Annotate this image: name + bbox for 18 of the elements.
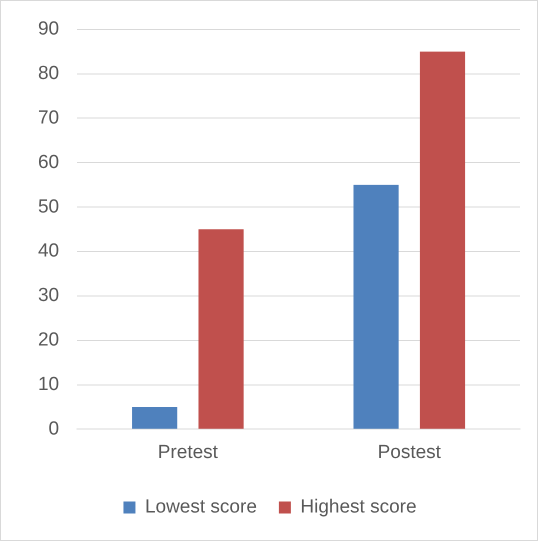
x-tick-label: Postest [378, 442, 442, 463]
y-tick-label: 50 [38, 196, 60, 218]
y-tick-label: 60 [38, 152, 60, 173]
bar [132, 406, 178, 429]
y-tick-label: 80 [38, 63, 60, 84]
y-tick-label: 20 [38, 330, 60, 351]
legend-label: Highest score [300, 496, 417, 518]
bar [198, 229, 244, 429]
y-tick-label: 10 [38, 374, 60, 396]
x-tick-label: Pretest [158, 442, 219, 463]
y-tick-label: 90 [38, 18, 60, 40]
y-tick-label: 0 [48, 418, 60, 440]
legend-label: Lowest score [144, 496, 257, 518]
y-tick-label: 70 [38, 107, 60, 128]
y-tick-label: 40 [38, 240, 60, 262]
bar [353, 184, 399, 429]
bar [420, 52, 466, 429]
y-tick-label: 30 [38, 285, 60, 306]
